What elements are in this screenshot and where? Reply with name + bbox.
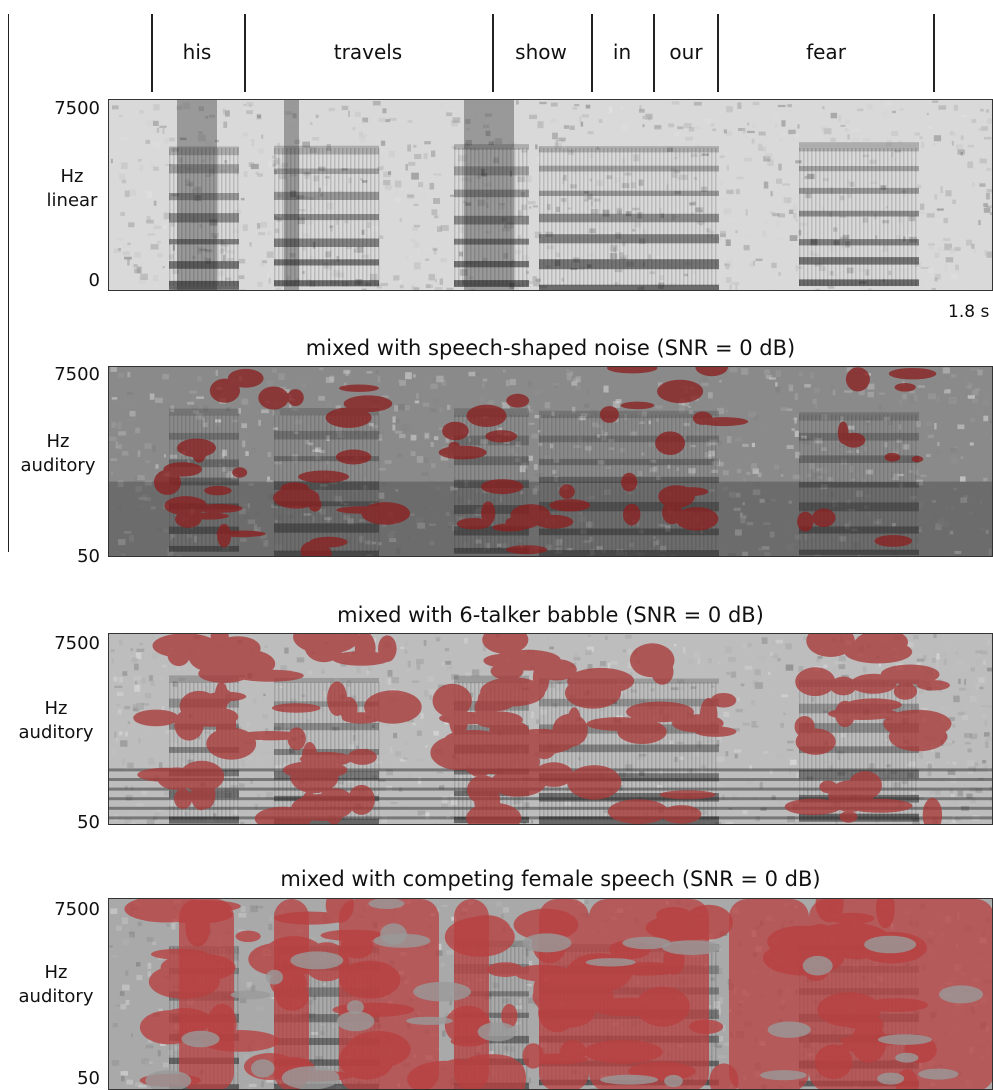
- word-boundary: [653, 14, 655, 92]
- word-boundary: [591, 14, 593, 92]
- word-boundary: [492, 14, 494, 92]
- y-axis-label: Hz auditory: [6, 961, 106, 1009]
- panel-title: mixed with 6-talker babble (SNR = 0 dB): [337, 603, 764, 627]
- y-axis-label-unit: Hz: [60, 166, 84, 187]
- y-tick-bottom: 50: [77, 546, 100, 567]
- y-tick-top: 7500: [54, 98, 100, 119]
- word-label: in: [612, 40, 632, 64]
- y-axis-label: Hz linear: [22, 165, 122, 213]
- x-end-label: 1.8 s: [948, 302, 990, 322]
- word-label: travels: [333, 40, 403, 64]
- y-tick-bottom: 50: [77, 812, 100, 833]
- y-axis-label-unit: Hz: [44, 962, 68, 983]
- panel-title: mixed with competing female speech (SNR …: [280, 867, 821, 891]
- y-tick-bottom: 50: [77, 1068, 100, 1089]
- y-tick-top: 7500: [54, 633, 100, 654]
- word-label: fear: [806, 40, 846, 64]
- word-label: his: [182, 40, 212, 64]
- y-axis-label-unit: Hz: [46, 431, 70, 452]
- word-boundary: [151, 14, 153, 92]
- word-boundary: [717, 14, 719, 92]
- word-boundary: [244, 14, 246, 92]
- y-tick-bottom: 0: [88, 270, 100, 291]
- y-axis-label: Hz auditory: [6, 697, 106, 745]
- spectrogram-6-talker-babble: [108, 633, 993, 825]
- word-label: show: [515, 40, 567, 64]
- spectrogram-speech-shaped-noise: [108, 366, 993, 557]
- y-tick-top: 7500: [54, 899, 100, 920]
- y-axis-label-scale: auditory: [18, 986, 94, 1007]
- panel-title: mixed with speech-shaped noise (SNR = 0 …: [305, 336, 796, 360]
- y-axis-label-unit: Hz: [44, 698, 68, 719]
- y-axis-label-scale: auditory: [20, 455, 96, 476]
- left-axis-line: [8, 14, 9, 552]
- y-axis-label: Hz auditory: [8, 430, 108, 478]
- y-axis-label-scale: auditory: [18, 722, 94, 743]
- word-boundary: [933, 14, 935, 92]
- y-axis-label-scale: linear: [46, 190, 98, 211]
- spectrogram-competing-female-speech: [108, 898, 993, 1090]
- y-tick-top: 7500: [54, 364, 100, 385]
- spectrogram-clean: [108, 99, 993, 291]
- word-label: our: [669, 40, 703, 64]
